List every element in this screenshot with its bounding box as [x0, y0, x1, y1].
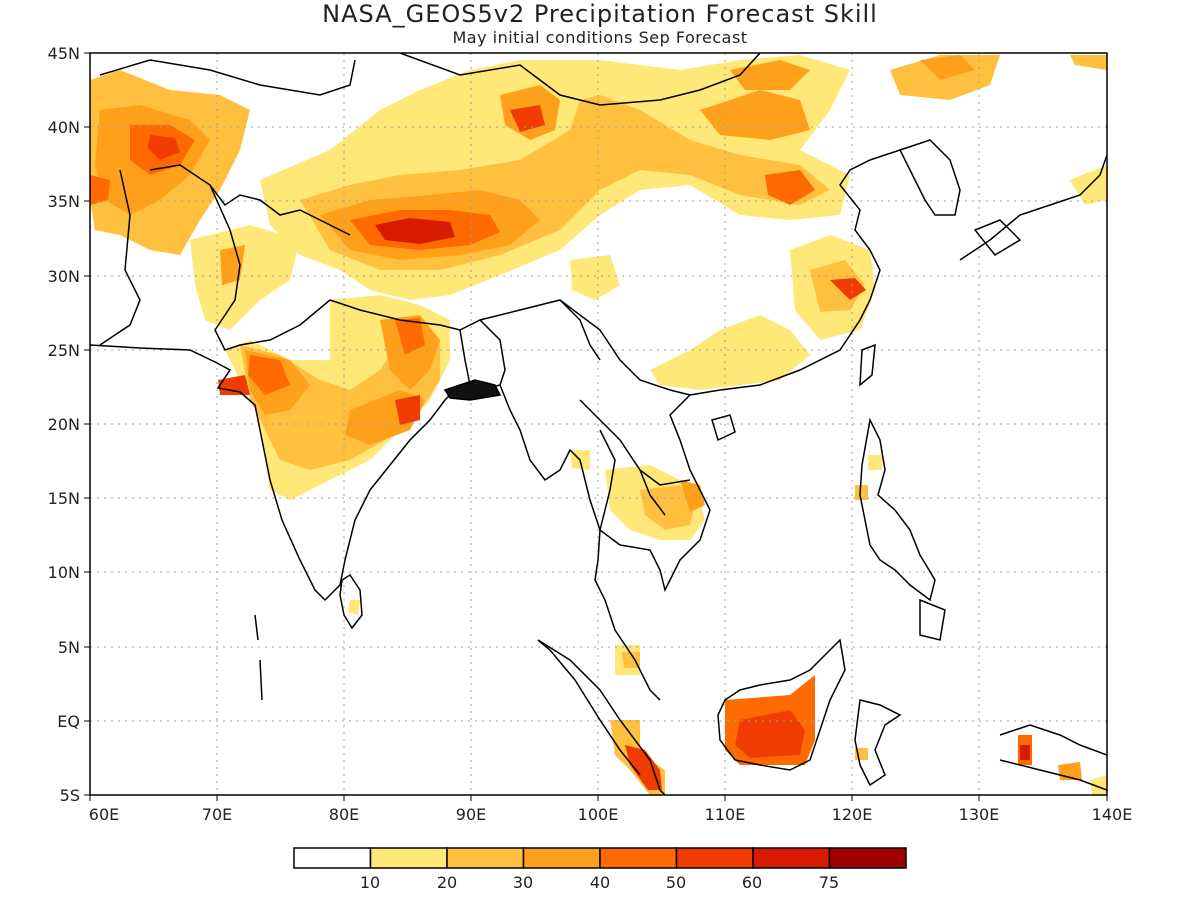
- lat-label: 25N: [48, 341, 80, 360]
- coastlines: [90, 139, 1107, 795]
- colorbar-label: 20: [437, 873, 457, 892]
- skill-region: [510, 105, 545, 132]
- skill-region: [855, 485, 868, 500]
- skill-region: [1020, 745, 1030, 760]
- colorbar-label: 40: [590, 873, 610, 892]
- borders: [99, 53, 761, 531]
- skill-region: [570, 255, 620, 300]
- skill-region: [1090, 775, 1107, 795]
- skill-region: [650, 315, 810, 390]
- lat-label: 15N: [48, 489, 80, 508]
- skill-region: [375, 218, 455, 244]
- lon-label: 80E: [329, 805, 359, 824]
- colorbar-label: 30: [513, 873, 533, 892]
- map-subtitle: May initial conditions Sep Forecast: [452, 28, 748, 47]
- colorbar-label: 75: [819, 873, 839, 892]
- skill-region: [625, 745, 662, 790]
- colorbar-labels: 10 20 30 40 50 60 75: [360, 873, 839, 892]
- skill-region: [148, 135, 180, 160]
- skill-region: [218, 375, 250, 395]
- colorbar-box: [293, 847, 372, 869]
- lat-label: 20N: [48, 415, 80, 434]
- colorbar-label: 10: [360, 873, 380, 892]
- colorbar-box: [522, 847, 601, 869]
- colorbar-label: 60: [742, 873, 762, 892]
- skill-region: [348, 600, 360, 615]
- colorbar-box: [828, 847, 907, 869]
- lon-label: 140E: [1092, 805, 1133, 824]
- lat-label: 5S: [60, 786, 80, 805]
- lat-label: 10N: [48, 563, 80, 582]
- lon-label: 130E: [959, 805, 1000, 824]
- lat-label: 5N: [58, 638, 80, 657]
- lon-label: 70E: [202, 805, 232, 824]
- skill-region: [920, 55, 975, 80]
- skill-region: [868, 455, 882, 470]
- grid-lines: [90, 53, 1107, 795]
- lon-label: 60E: [89, 805, 119, 824]
- tick-marks: [84, 52, 1108, 801]
- skill-region: [1070, 55, 1107, 70]
- skill-region: [830, 278, 866, 300]
- lon-label: 90E: [456, 805, 486, 824]
- skill-region: [622, 652, 640, 668]
- colorbar-boxes: [293, 847, 907, 869]
- colorbar: 10 20 30 40 50 60 75: [293, 847, 907, 892]
- lat-label: 40N: [48, 118, 80, 137]
- colorbar-label: 50: [666, 873, 686, 892]
- map-title: NASA_GEOS5v2 Precipitation Forecast Skil…: [322, 0, 878, 28]
- skill-region: [395, 318, 425, 355]
- skill-region: [640, 485, 695, 530]
- lon-label: 110E: [705, 805, 746, 824]
- colorbar-box: [752, 847, 831, 869]
- skill-region: [90, 175, 110, 205]
- skill-region: [765, 170, 815, 205]
- lat-label: EQ: [57, 712, 80, 731]
- colorbar-box: [675, 847, 754, 869]
- lat-label: 35N: [48, 192, 80, 211]
- lat-label: 45N: [48, 44, 80, 63]
- longitude-labels: 60E 70E 80E 90E 100E 110E 120E 130E 140E: [89, 805, 1133, 824]
- skill-region: [730, 60, 810, 90]
- lon-label: 120E: [832, 805, 873, 824]
- skill-region: [190, 225, 300, 330]
- lon-label: 100E: [578, 805, 619, 824]
- skill-region: [735, 710, 805, 758]
- latitude-labels: 45N 40N 35N 30N 25N 20N 15N 10N 5N EQ 5S: [48, 44, 80, 805]
- skill-shading: [90, 55, 1107, 795]
- skill-region: [395, 395, 420, 425]
- colorbar-box: [599, 847, 678, 869]
- colorbar-box: [446, 847, 525, 869]
- lat-label: 30N: [48, 267, 80, 286]
- skill-region: [248, 355, 290, 395]
- colorbar-box: [369, 847, 448, 869]
